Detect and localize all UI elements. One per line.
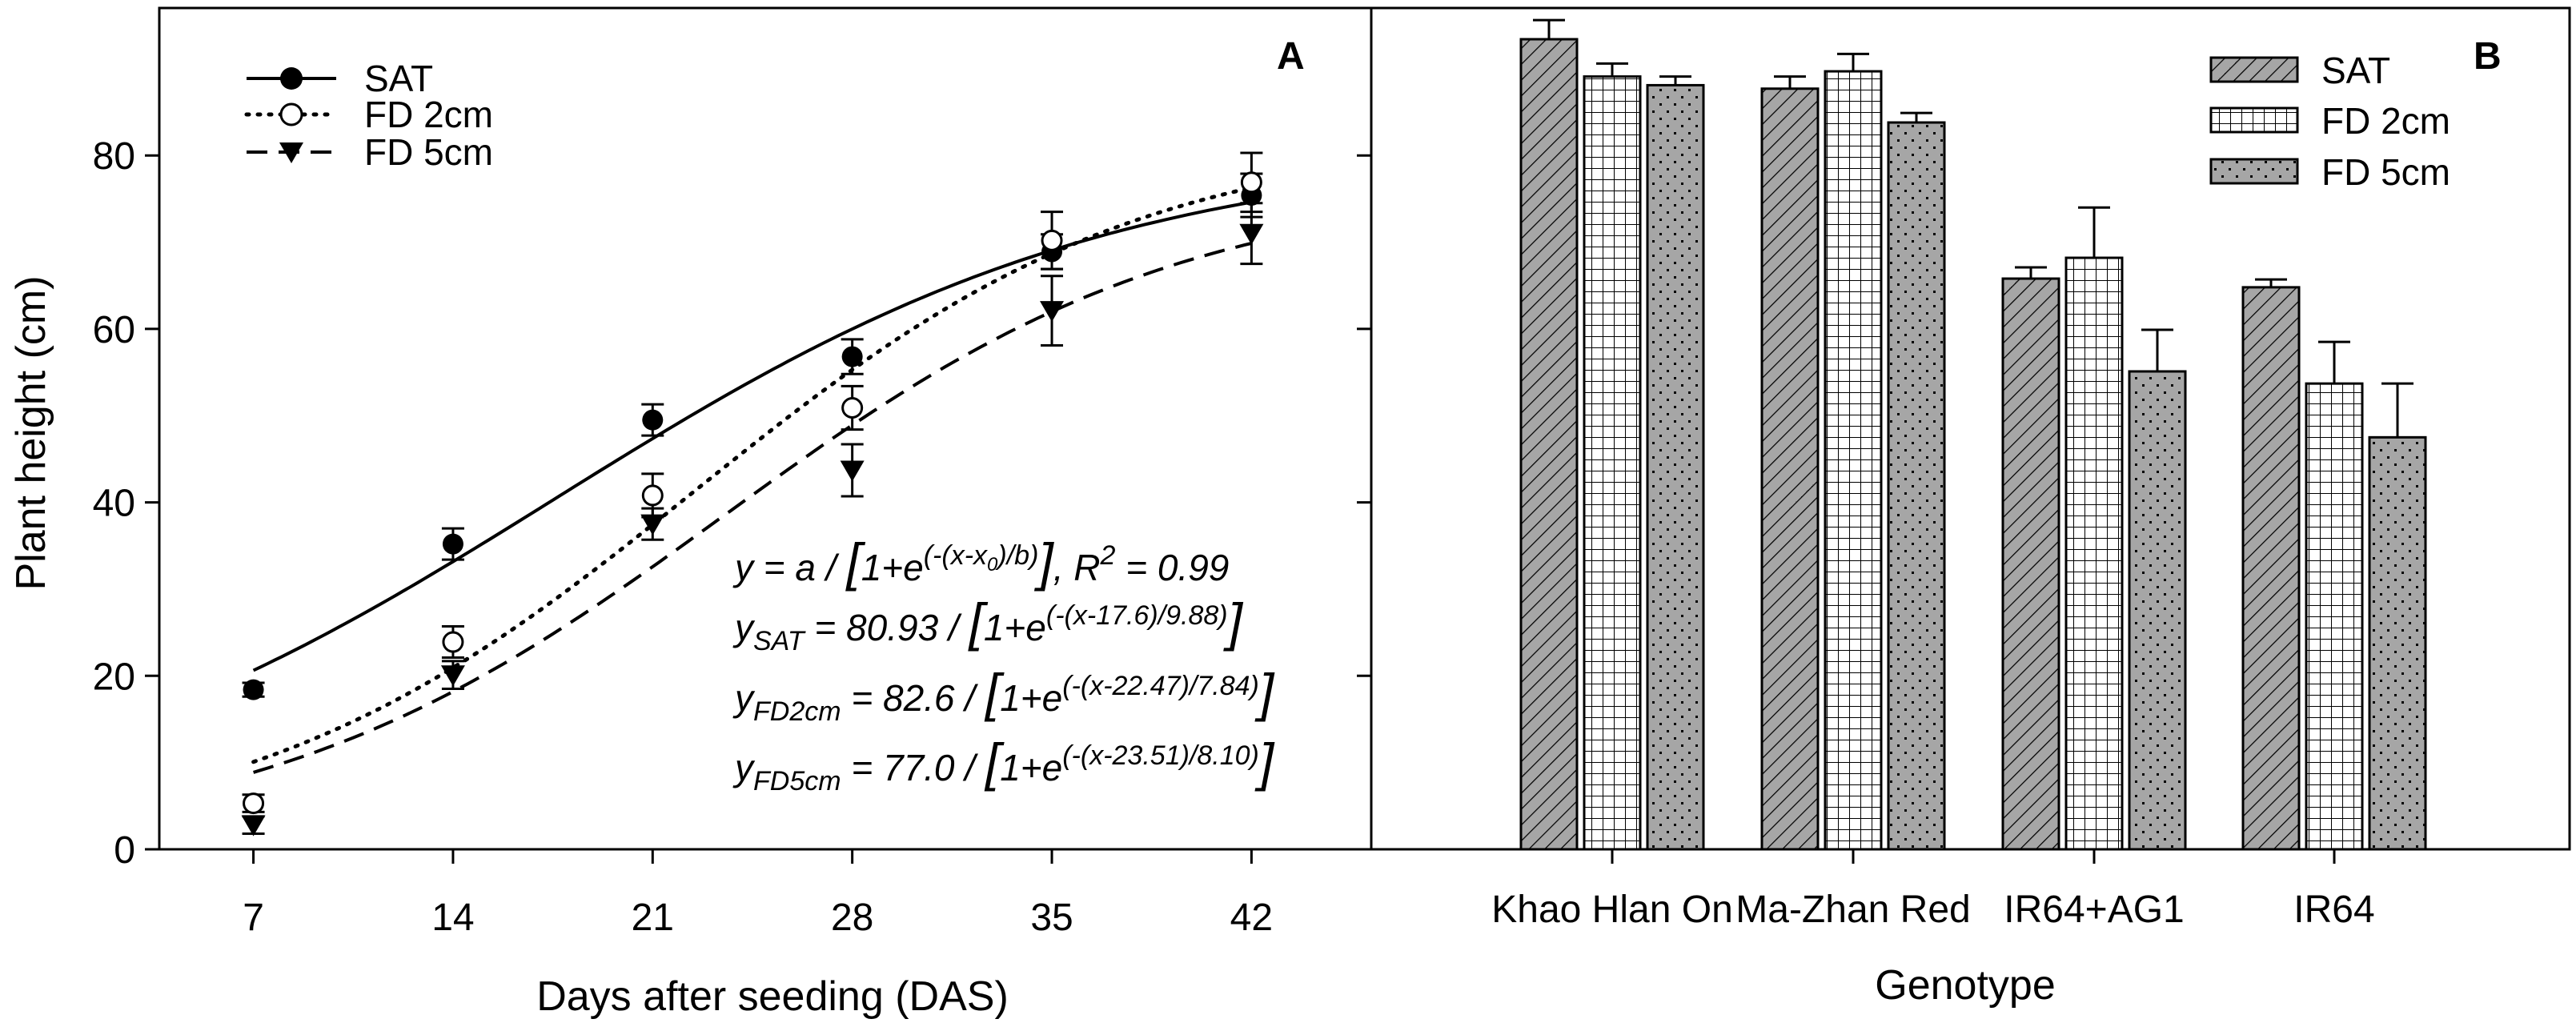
data-point-fd5cm: [241, 815, 266, 836]
equation-sat: ySAT = 80.93 / [1+e(-(x-17.6)/9.88)]: [732, 592, 1244, 656]
data-point-sat: [642, 409, 664, 431]
x-tick-label: 35: [1030, 897, 1073, 939]
fit-curve-fd5cm: [253, 241, 1252, 774]
panel-b: Khao Hlan On Ma-Zhan Red IR64+AG1 IR64 B Ge…: [1370, 6, 2571, 1009]
x-tick-label: 28: [831, 897, 873, 939]
legend-label-sat: SAT: [2321, 50, 2390, 91]
fit-curve-fd2cm: [251, 186, 1254, 764]
x-tick-label: 14: [431, 897, 474, 939]
equations: y = a / [1+e(-(x-x0)/b)], R2 = 0.99 ySAT…: [732, 532, 1275, 796]
panel-a-legend: SAT FD 2cm FD 5cm: [244, 58, 493, 173]
bar-fd5cm: [1646, 83, 1705, 851]
data-point-fd2cm: [1240, 171, 1262, 194]
data-point-fd5cm: [1040, 301, 1065, 323]
category-label: Ma-Zhan Red: [1735, 889, 1970, 931]
legend-swatch-sat: [2209, 56, 2299, 83]
triangle-down-marker-icon: [279, 142, 303, 163]
bar-sat: [1519, 38, 1579, 851]
panel-b-legend: SAT FD 2cm FD 5cm: [2209, 50, 2450, 193]
y-tick-label: 80: [93, 135, 135, 178]
data-point-fd5cm: [640, 514, 665, 536]
equation-general: y = a / [1+e(-(x-x0)/b)], R2 = 0.99: [732, 532, 1229, 592]
legend-label-fd5: FD 5cm: [2321, 151, 2450, 193]
bar-sat: [2241, 286, 2301, 851]
data-point-sat: [442, 533, 463, 555]
data-point-fd5cm: [1239, 223, 1264, 245]
legend-item-fd2: FD 2cm: [244, 94, 493, 135]
legend-label-fd5: FD 5cm: [364, 131, 493, 173]
y-tick-label: 20: [93, 656, 135, 698]
bar-sat: [2001, 277, 2060, 851]
panel-a: 0 20 40 60 80 7 14 21 28 35 42 A Days after seedin…: [8, 6, 1373, 1020]
equation-fd2cm: yFD2cm = 82.6 / [1+e(-(x-22.47)/7.84)]: [732, 663, 1275, 727]
bar-fd2cm: [2064, 256, 2124, 851]
bar-fd5cm: [1887, 121, 1946, 851]
data-point-fd5cm: [440, 665, 465, 687]
y-tick-label: 40: [93, 483, 135, 525]
panel-a-x-title: Days after seeding (DAS): [536, 973, 1009, 1020]
legend-item-sat: SAT: [247, 58, 433, 99]
data-point-fd5cm: [840, 460, 865, 482]
panel-b-label: B: [2474, 35, 2502, 78]
bar-fd2cm: [1824, 70, 1883, 851]
bar-fd2cm: [1583, 75, 1642, 851]
panel-a-axes: 0 20 40 60 80 7 14 21 28 35 42: [93, 135, 1371, 939]
legend-swatch-fd5: [2209, 158, 2299, 185]
open-circle-marker-icon: [279, 102, 303, 126]
legend-item-fd5: FD 5cm: [247, 131, 493, 173]
data-point-fd2cm: [442, 631, 464, 653]
panel-a-y-title: Plant height (cm): [8, 275, 54, 590]
category-label: IR64: [2293, 889, 2374, 931]
panel-a-points: [241, 151, 1264, 836]
data-point-fd2cm: [641, 484, 664, 507]
panel-a-fit-curves: [251, 186, 1254, 774]
data-point-fd2cm: [243, 792, 265, 815]
filled-circle-marker-icon: [280, 67, 303, 90]
panel-b-x-title: Genotype: [1875, 962, 2056, 1009]
y-tick-label: 60: [93, 309, 135, 351]
legend-label-sat: SAT: [364, 58, 433, 99]
data-point-sat: [841, 346, 863, 367]
bar-fd2cm: [2305, 382, 2364, 851]
panel-b-frame: [1370, 6, 2571, 851]
panel-a-label: A: [1277, 35, 1305, 78]
equation-fd5cm: yFD5cm = 77.0 / [1+e(-(x-23.51)/8.10)]: [732, 732, 1275, 796]
x-tick-label: 21: [632, 897, 674, 939]
data-point-fd2cm: [841, 396, 864, 419]
legend-label-fd2: FD 2cm: [2321, 100, 2450, 142]
data-point-sat: [243, 679, 264, 700]
data-point-fd2cm: [1041, 229, 1063, 251]
legend-swatch-fd2: [2209, 106, 2299, 134]
category-label: Khao Hlan On: [1491, 889, 1733, 931]
category-label: IR64+AG1: [2004, 889, 2184, 931]
legend-label-fd2: FD 2cm: [364, 94, 493, 135]
bar-fd5cm: [2128, 370, 2187, 851]
bar-fd5cm: [2368, 435, 2427, 851]
y-tick-label: 0: [114, 829, 135, 872]
panel-b-bars: Khao Hlan On Ma-Zhan Red IR64+AG1 IR64: [1491, 18, 2427, 931]
x-tick-label: 7: [243, 897, 264, 939]
x-tick-label: 42: [1230, 897, 1273, 939]
bar-sat: [1760, 87, 1820, 851]
